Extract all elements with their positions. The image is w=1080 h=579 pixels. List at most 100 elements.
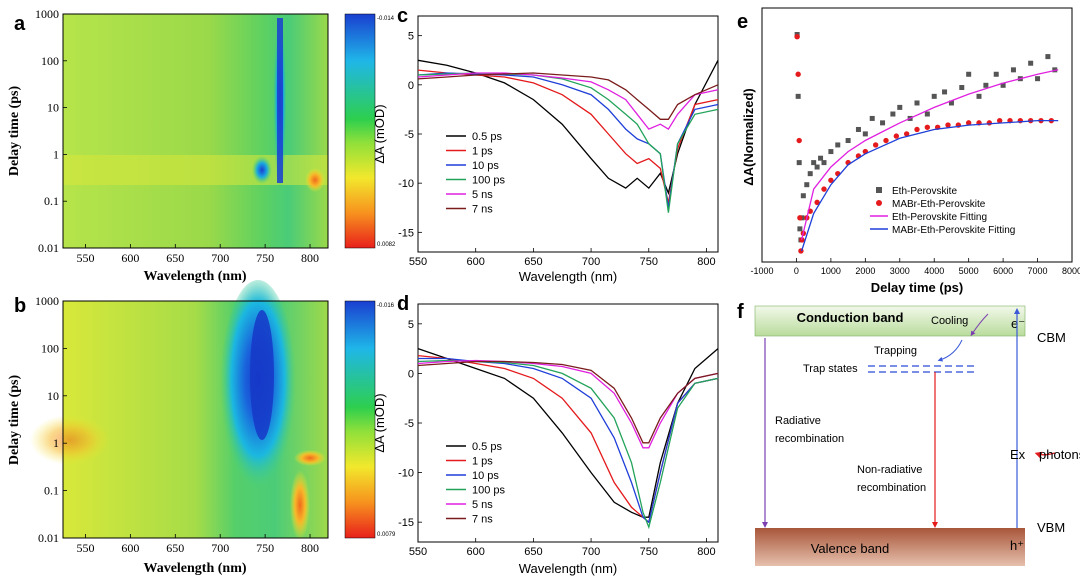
kinetics-e-xticks: -1000 0 1000 2000 3000 4000 5000 6000 7000 8000 bbox=[750, 258, 1080, 276]
data-point-square bbox=[1045, 54, 1051, 60]
xtick-label: 700 bbox=[211, 251, 229, 265]
data-point-square bbox=[1010, 67, 1016, 73]
heatmap-b-hotspot-2 bbox=[294, 450, 326, 466]
data-point-square bbox=[795, 93, 801, 99]
data-point-square bbox=[796, 160, 802, 166]
ytick-label: 5 bbox=[408, 319, 414, 331]
heatmap-b-hotspot bbox=[290, 470, 310, 540]
data-point-square bbox=[983, 82, 989, 88]
colorbar-a-max: -0.014 bbox=[377, 16, 395, 22]
ytick-label: 10 bbox=[47, 101, 59, 115]
ytick-label: 0.1 bbox=[44, 484, 59, 498]
data-point-circle bbox=[924, 124, 931, 130]
nonradiative-label-2: recombination bbox=[857, 482, 926, 494]
colorbar-a-min: 0.0082 bbox=[377, 242, 396, 248]
xtick-label: 700 bbox=[211, 541, 229, 555]
xtick-label: 550 bbox=[409, 546, 427, 558]
colorbar-a bbox=[344, 13, 376, 249]
spectra-c-xlabel: Wavelength (nm) bbox=[519, 269, 618, 284]
cooling-arrow bbox=[970, 313, 989, 337]
kinetics-e-ylabel: ΔA(Normalized) bbox=[741, 88, 756, 185]
data-point-square bbox=[924, 111, 930, 117]
series-line-1ps bbox=[417, 354, 719, 524]
data-point-circle bbox=[1017, 117, 1024, 124]
spectra-c-ylabel: ΔA (mOD) bbox=[372, 104, 387, 163]
legend-label: MABr-Eth-Perovskite Fitting bbox=[892, 225, 1015, 236]
photons-label: photons bbox=[1039, 447, 1080, 462]
spectra-c-yticks: 5 0 -5 -10 -15 bbox=[398, 31, 422, 239]
kinetics-e-marks bbox=[794, 32, 1059, 254]
xtick-label: 750 bbox=[256, 541, 274, 555]
nonradiative-label-1: Non-radiative bbox=[857, 464, 922, 476]
xtick-label: 700 bbox=[582, 546, 600, 558]
data-point-circle bbox=[821, 186, 827, 192]
series-line-100ps bbox=[417, 359, 719, 530]
heatmap-a-background bbox=[63, 14, 328, 248]
legend-label: 100 ps bbox=[472, 485, 506, 497]
data-point-square bbox=[835, 142, 841, 148]
valence-band bbox=[755, 528, 1025, 566]
data-point-square bbox=[1000, 82, 1006, 88]
data-point-square bbox=[800, 193, 806, 199]
spectra-c-frame bbox=[417, 15, 719, 253]
heatmap-b-yticks: 1000 100 10 1 0.1 0.01 bbox=[35, 294, 67, 545]
legend-label: 5 ns bbox=[472, 499, 493, 511]
kinetics-e-legend: Eth-Perovskite MABr-Eth-Perovskite Eth-Per… bbox=[870, 186, 1015, 236]
xtick-label: 800 bbox=[301, 251, 319, 265]
ytick-label: 10 bbox=[47, 389, 59, 403]
ytick-label: 0.01 bbox=[38, 241, 59, 255]
ytick-label: 1 bbox=[53, 147, 59, 161]
conduction-band-label: Conduction band bbox=[797, 310, 904, 325]
data-point-square bbox=[845, 138, 851, 144]
xtick-label: 2000 bbox=[855, 266, 875, 276]
cooling-label: Cooling bbox=[931, 315, 968, 327]
data-point-square bbox=[797, 226, 803, 232]
heatmap-b-ylabel: Delay time (ps) bbox=[7, 375, 22, 466]
electron-label: e⁻ bbox=[1011, 316, 1025, 331]
data-point-circle bbox=[796, 137, 802, 144]
data-point-circle bbox=[945, 122, 951, 128]
panel-letter-d: d bbox=[397, 293, 409, 315]
xtick-label: 1000 bbox=[821, 266, 841, 276]
data-point-circle bbox=[828, 177, 834, 183]
fit-line bbox=[800, 119, 1059, 252]
xtick-label: 750 bbox=[640, 546, 658, 558]
ytick-label: -5 bbox=[404, 129, 414, 141]
xtick-label: 800 bbox=[697, 256, 715, 268]
legend-label: Eth-Perovskite bbox=[892, 186, 957, 197]
cbm-label: CBM bbox=[1037, 330, 1066, 345]
data-point-square bbox=[814, 164, 820, 170]
ytick-label: 0.01 bbox=[38, 531, 59, 545]
heatmap-a-frame bbox=[62, 13, 329, 249]
panel-c: c 550 600 650 700 750 800 5 0 -5 -10 -15 0.5 ps 1 … bbox=[372, 5, 719, 284]
legend-label: 7 ns bbox=[472, 204, 493, 216]
panel-letter-c: c bbox=[397, 5, 408, 27]
xtick-label: 600 bbox=[121, 251, 139, 265]
xtick-label: 800 bbox=[697, 546, 715, 558]
heatmap-a-early-band bbox=[63, 155, 328, 185]
radiative-label-1: Radiative bbox=[775, 415, 821, 427]
data-point-square bbox=[914, 100, 920, 106]
legend-label: MABr-Eth-Perovskite bbox=[892, 199, 986, 210]
panel-a: a 550 600 650 700 750 800 1000 100 10 1 0.1 0.01 W… bbox=[7, 7, 396, 284]
xtick-label: 3000 bbox=[890, 266, 910, 276]
series-line-7ns bbox=[417, 72, 719, 120]
data-point-square bbox=[942, 89, 948, 95]
ytick-label: 100 bbox=[41, 341, 59, 355]
xtick-label: 600 bbox=[121, 541, 139, 555]
heatmap-a-ylabel: Delay time (ps) bbox=[7, 86, 22, 177]
data-point-circle bbox=[996, 117, 1003, 124]
xtick-label: 550 bbox=[409, 256, 427, 268]
panel-letter-a: a bbox=[14, 13, 26, 35]
colorbar-b-max: -0.016 bbox=[377, 303, 395, 309]
legend-label: 7 ns bbox=[472, 514, 493, 526]
data-point-square bbox=[855, 126, 861, 132]
colorbar-b-min: 0.0079 bbox=[377, 532, 396, 538]
data-point-square bbox=[811, 160, 817, 166]
xtick-label: 800 bbox=[301, 541, 319, 555]
data-point-square bbox=[804, 182, 810, 188]
kinetics-e-xlabel: Delay time (ps) bbox=[871, 280, 963, 295]
data-point-square bbox=[1052, 67, 1058, 73]
data-point-square bbox=[959, 85, 965, 91]
